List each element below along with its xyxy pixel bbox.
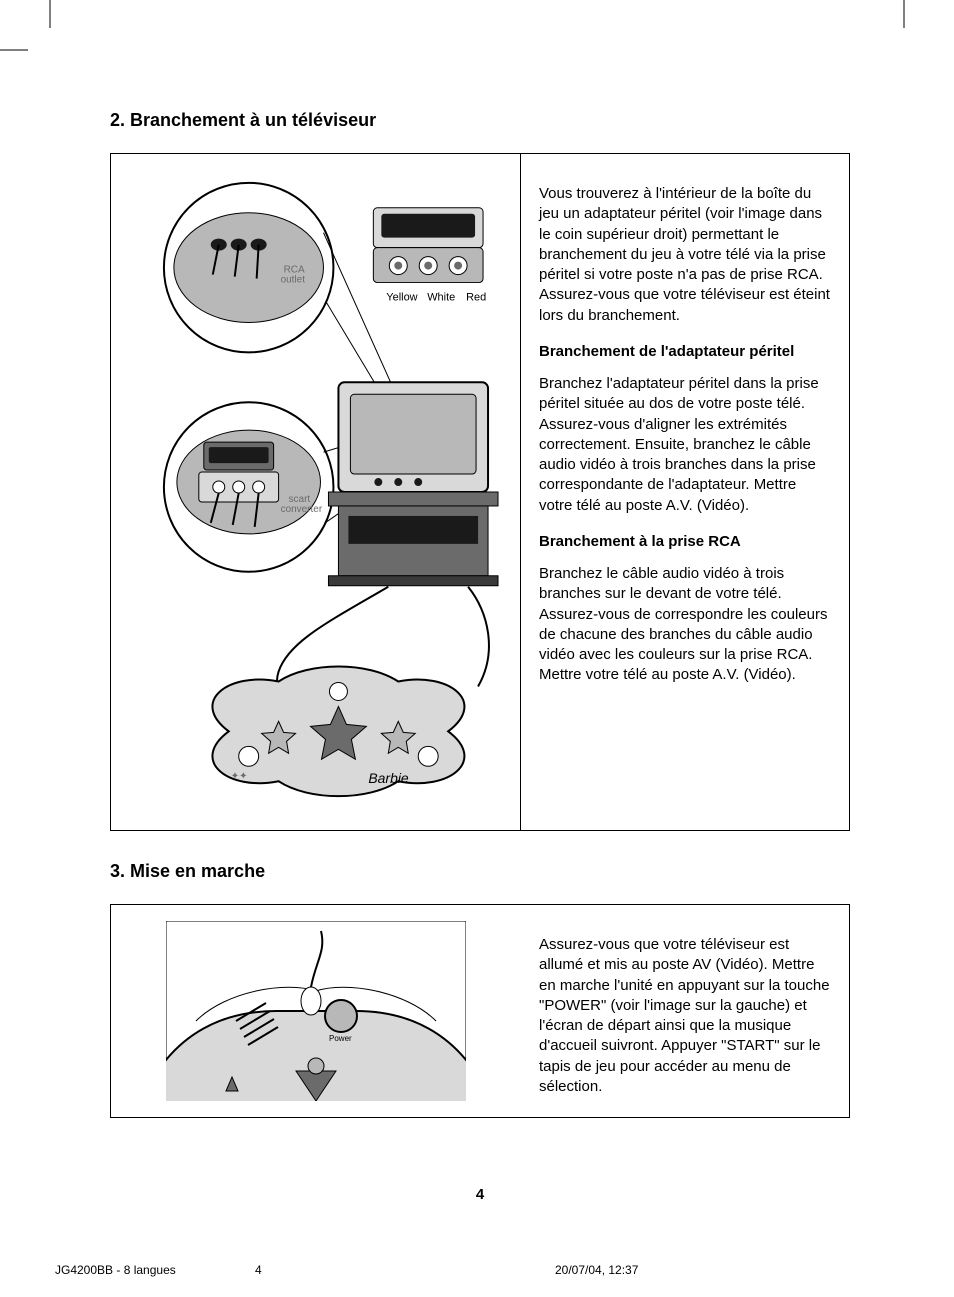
power-button-illustration: Power — [166, 921, 466, 1101]
section2-heading: 2. Branchement à un téléviseur — [110, 110, 850, 131]
section2-sub1-title: Branchement de l'adaptateur péritel — [539, 342, 831, 362]
section2-text: Vous trouverez à l'intérieur de la boîte… — [521, 154, 849, 830]
section3-box: Power Assurez-vous que votre téléviseur … — [110, 904, 850, 1118]
document-page: 2. Branchement à un téléviseur RCAoutlet — [110, 110, 850, 1118]
section2-box: RCAoutlet Yellow White Red — [110, 153, 850, 831]
svg-text:✦✦: ✦✦ — [231, 771, 248, 782]
print-footer: JG4200BB - 8 langues 4 20/07/04, 12:37 — [55, 1263, 899, 1277]
footer-datetime: 20/07/04, 12:37 — [555, 1263, 899, 1277]
red-label: Red — [466, 292, 486, 304]
footer-page: 4 — [255, 1263, 555, 1277]
section3-heading: 3. Mise en marche — [110, 861, 850, 882]
white-label: White — [427, 292, 455, 304]
footer-filename: JG4200BB - 8 langues — [55, 1263, 255, 1277]
section2-sub2-body: Branchez le câble audio vidéo à trois br… — [539, 564, 831, 686]
rca-outlet-label: RCAoutlet — [281, 265, 306, 286]
section2-intro: Vous trouverez à l'intérieur de la boîte… — [539, 184, 831, 326]
tv-connection-illustration: RCAoutlet Yellow White Red — [129, 172, 502, 812]
section2-illustration: RCAoutlet Yellow White Red — [111, 154, 521, 830]
section3-illustration: Power — [111, 905, 521, 1117]
section2-sub2-title: Branchement à la prise RCA — [539, 532, 831, 552]
mat-brand-label: Barbie — [368, 770, 409, 786]
page-number: 4 — [110, 1186, 850, 1203]
yellow-label: Yellow — [386, 292, 417, 304]
power-label: Power — [329, 1034, 352, 1043]
section3-body: Assurez-vous que votre téléviseur est al… — [539, 935, 831, 1097]
section2-sub1-body: Branchez l'adaptateur péritel dans la pr… — [539, 374, 831, 516]
section3-text: Assurez-vous que votre téléviseur est al… — [521, 905, 849, 1117]
